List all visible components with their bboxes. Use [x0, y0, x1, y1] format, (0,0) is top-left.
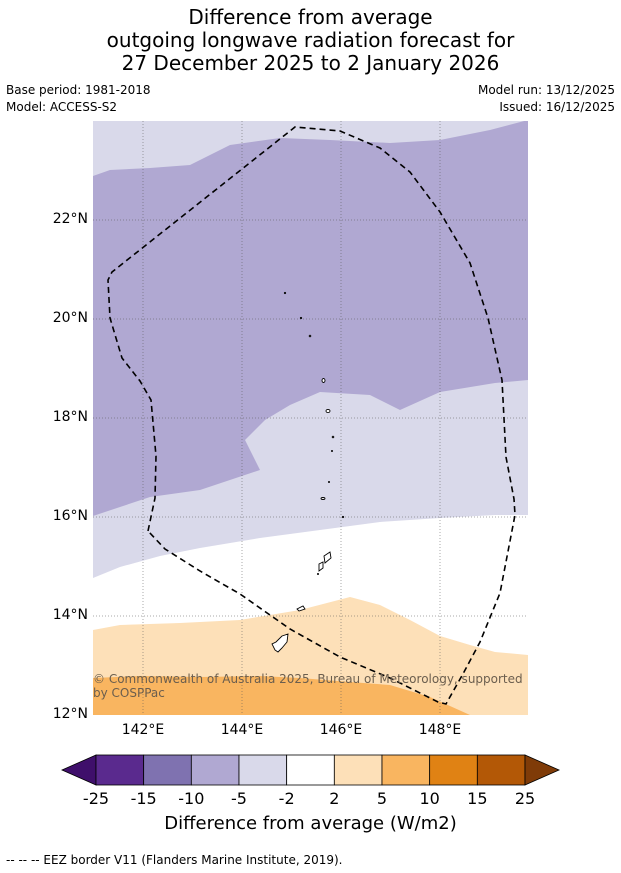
lon-tick-144e: 144°E: [220, 722, 264, 738]
lat-tick-18n: 18°N: [52, 409, 88, 425]
colorbar-bin-2: [190, 754, 240, 786]
lat-tick-16n: 16°N: [52, 508, 88, 524]
colorbar-label: -2: [278, 789, 295, 808]
colorbar-title: Difference from average (W/m2): [164, 813, 457, 834]
colorbar-bin-1: [143, 754, 192, 786]
map-copyright: © Commonwealth of Australia 2025, Bureau…: [93, 672, 523, 700]
grid-lines: [93, 121, 528, 715]
colorbar-bin-3: [238, 754, 288, 786]
colorbar-bin-6: [381, 754, 431, 786]
colorbar-label: -10: [178, 789, 205, 808]
lon-tick-142e: 142°E: [121, 722, 165, 738]
colorbar-label: -15: [130, 789, 157, 808]
eez-legend-note: -- -- -- EEZ border V11 (Flanders Marine…: [6, 853, 343, 867]
eez-border: [107, 126, 516, 705]
island-tinian: [318, 561, 324, 572]
title-line-1: Difference from average: [188, 5, 433, 29]
colorbar-bin-7: [429, 754, 478, 786]
lon-tick-148e: 148°E: [418, 722, 462, 738]
lat-tick-20n: 20°N: [52, 310, 88, 326]
lat-tick-22n: 22°N: [52, 211, 88, 227]
title-line-2: outgoing longwave radiation forecast for: [106, 28, 515, 52]
colorbar-bin-5: [333, 754, 383, 786]
colorbar-extend-min: [61, 754, 97, 786]
model-run: Model run: 13/12/2025: [477, 83, 615, 97]
anomaly-fill-plus-5: [93, 676, 470, 715]
colorbar-label: -25: [82, 789, 110, 808]
lat-tick-12n: 12°N: [52, 706, 88, 722]
island-saipan: [323, 551, 332, 564]
colorbar-bin-8: [476, 754, 526, 786]
island-rota: [296, 605, 306, 612]
issued-date: Issued: 16/12/2025: [499, 100, 615, 114]
colorbar-label: 25: [514, 789, 536, 808]
model-name: Model: ACCESS-S2: [6, 100, 118, 114]
base-period: Base period: 1981-2018: [6, 83, 151, 97]
colorbar-label: 5: [376, 789, 388, 808]
lon-tick-146e: 146°E: [319, 722, 363, 738]
colorbar-extend-max: [524, 754, 560, 786]
colorbar-bin-0: [95, 754, 145, 786]
lat-tick-14n: 14°N: [52, 607, 88, 623]
colorbar-label: 15: [467, 789, 488, 808]
colorbar-label: 10: [419, 789, 440, 808]
colorbar-label: 2: [329, 789, 340, 808]
island-guam: [271, 633, 289, 653]
title-line-3: 27 December 2025 to 2 January 2026: [121, 51, 500, 75]
islands: [271, 291, 345, 653]
colorbar-bin-4: [286, 754, 335, 786]
colorbar-label: -5: [231, 789, 247, 808]
